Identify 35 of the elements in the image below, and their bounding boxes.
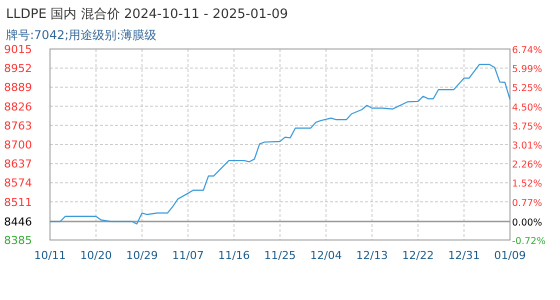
- x-tick-label: 12/13: [356, 249, 388, 262]
- y-tick-label: 8763: [4, 119, 32, 132]
- chart-subtitle: 牌号:7042;用途级别:薄膜级: [6, 28, 157, 42]
- y2-tick-label: 4.50%: [512, 102, 542, 114]
- y-tick-label: 8952: [4, 62, 32, 76]
- y2-tick-label: 5.99%: [512, 64, 542, 76]
- x-tick-label: 11/16: [218, 249, 250, 262]
- x-tick-label: 12/04: [310, 249, 342, 262]
- y-tick-label: 9015: [4, 43, 32, 56]
- y2-tick-label: 2.26%: [512, 160, 542, 171]
- y-tick-label: 8889: [4, 81, 32, 94]
- y-tick-label: 8637: [4, 158, 32, 171]
- y2-tick-label: 1.52%: [512, 178, 542, 190]
- chart-title: LLDPE 国内 混合价 2024-10-11 - 2025-01-09: [6, 7, 288, 22]
- y2-tick-label: 3.75%: [512, 122, 542, 133]
- y2-tick-label: 0.00%: [512, 218, 542, 229]
- x-tick-label: 12/22: [402, 249, 434, 262]
- x-tick-label: 01/09: [494, 249, 526, 262]
- y-tick-label: 8700: [4, 138, 32, 152]
- y2-tick-label: -0.72%: [512, 236, 546, 247]
- y-tick-label: 8385: [4, 234, 32, 247]
- x-tick-label: 11/07: [172, 249, 204, 262]
- y-tick-label: 8574: [4, 176, 32, 190]
- y2-tick-label: 5.25%: [512, 83, 542, 94]
- y-tick-label: 8826: [4, 100, 32, 114]
- x-tick-label: 11/25: [264, 249, 296, 262]
- x-tick-label: 10/20: [80, 249, 112, 262]
- y2-tick-label: 6.74%: [512, 45, 542, 56]
- x-tick-label: 12/31: [448, 249, 480, 262]
- y2-tick-label: 0.77%: [512, 198, 542, 209]
- y2-tick-label: 3.01%: [512, 140, 542, 152]
- x-tick-label: 10/29: [126, 249, 158, 262]
- x-tick-label: 10/11: [34, 249, 66, 262]
- y-tick-label: 8511: [4, 196, 32, 209]
- y-tick-label: 8446: [4, 216, 32, 229]
